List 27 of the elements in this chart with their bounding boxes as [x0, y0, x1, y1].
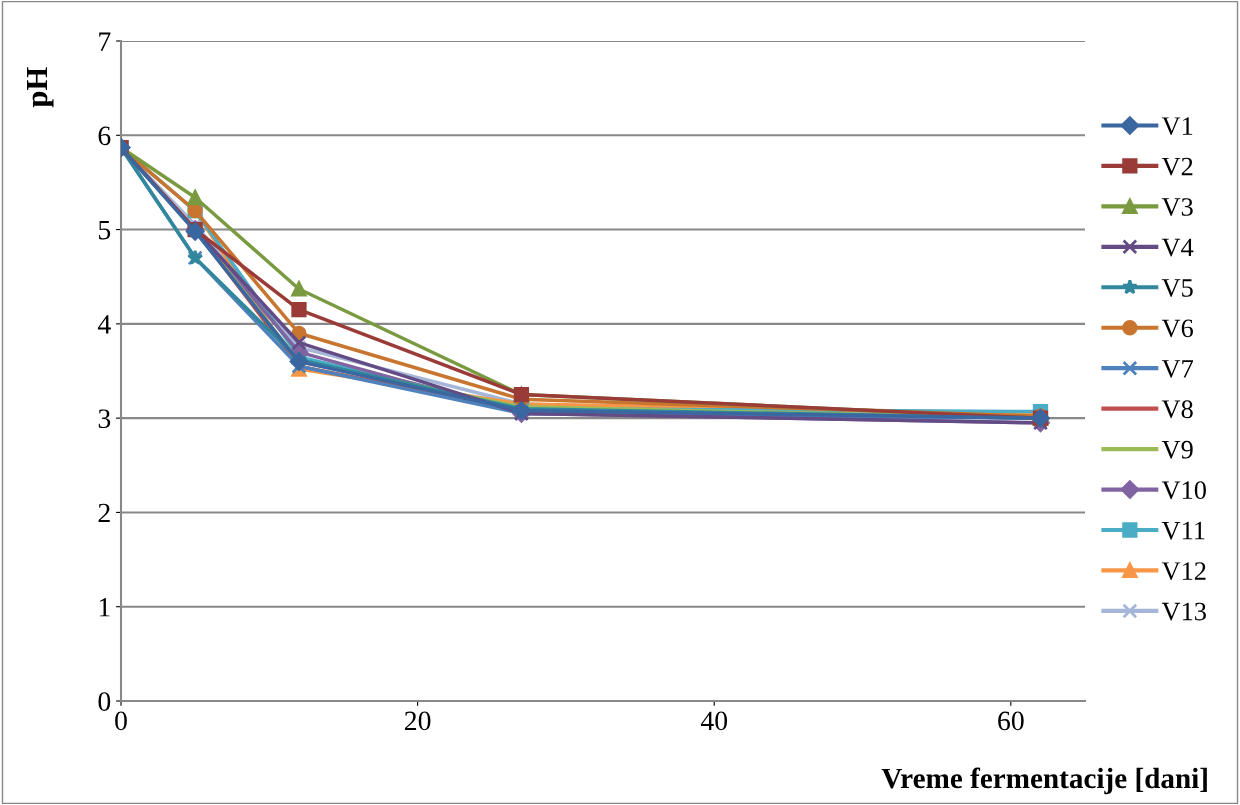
- x-tick-label: 60: [998, 711, 1024, 731]
- legend-label: V8: [1161, 400, 1193, 419]
- legend-label: V6: [1161, 319, 1193, 338]
- legend-label: V3: [1161, 198, 1193, 217]
- x-tick-label: 40: [700, 711, 728, 731]
- y-tick-label: 2: [98, 503, 110, 523]
- legend-label: V5: [1161, 279, 1193, 297]
- legend-label: V12: [1161, 562, 1206, 581]
- legend-label: V7: [1161, 360, 1194, 378]
- y-tick-label: 0: [98, 692, 111, 711]
- y-tick-label: 7: [99, 32, 111, 51]
- y-axis-title: pH: [27, 67, 54, 108]
- x-axis-title: Vreme fermentacije [dani]: [881, 767, 1207, 795]
- y-tick-label: 5: [99, 221, 111, 240]
- y-tick-label: 1: [99, 598, 110, 617]
- legend-label: V9: [1161, 440, 1193, 459]
- y-tick-label: 6: [98, 126, 111, 146]
- legend-label: V10: [1161, 481, 1206, 500]
- legend-label: V11: [1161, 521, 1205, 540]
- legend-label: V1: [1161, 117, 1193, 136]
- legend-label: V2: [1161, 157, 1193, 176]
- legend-label: V4: [1161, 238, 1194, 257]
- x-tick-label: 20: [404, 711, 431, 731]
- y-tick-label: 4: [97, 315, 111, 334]
- x-tick-label: 0: [115, 711, 127, 731]
- legend-label: V13: [1161, 602, 1206, 621]
- y-tick-label: 3: [98, 409, 111, 429]
